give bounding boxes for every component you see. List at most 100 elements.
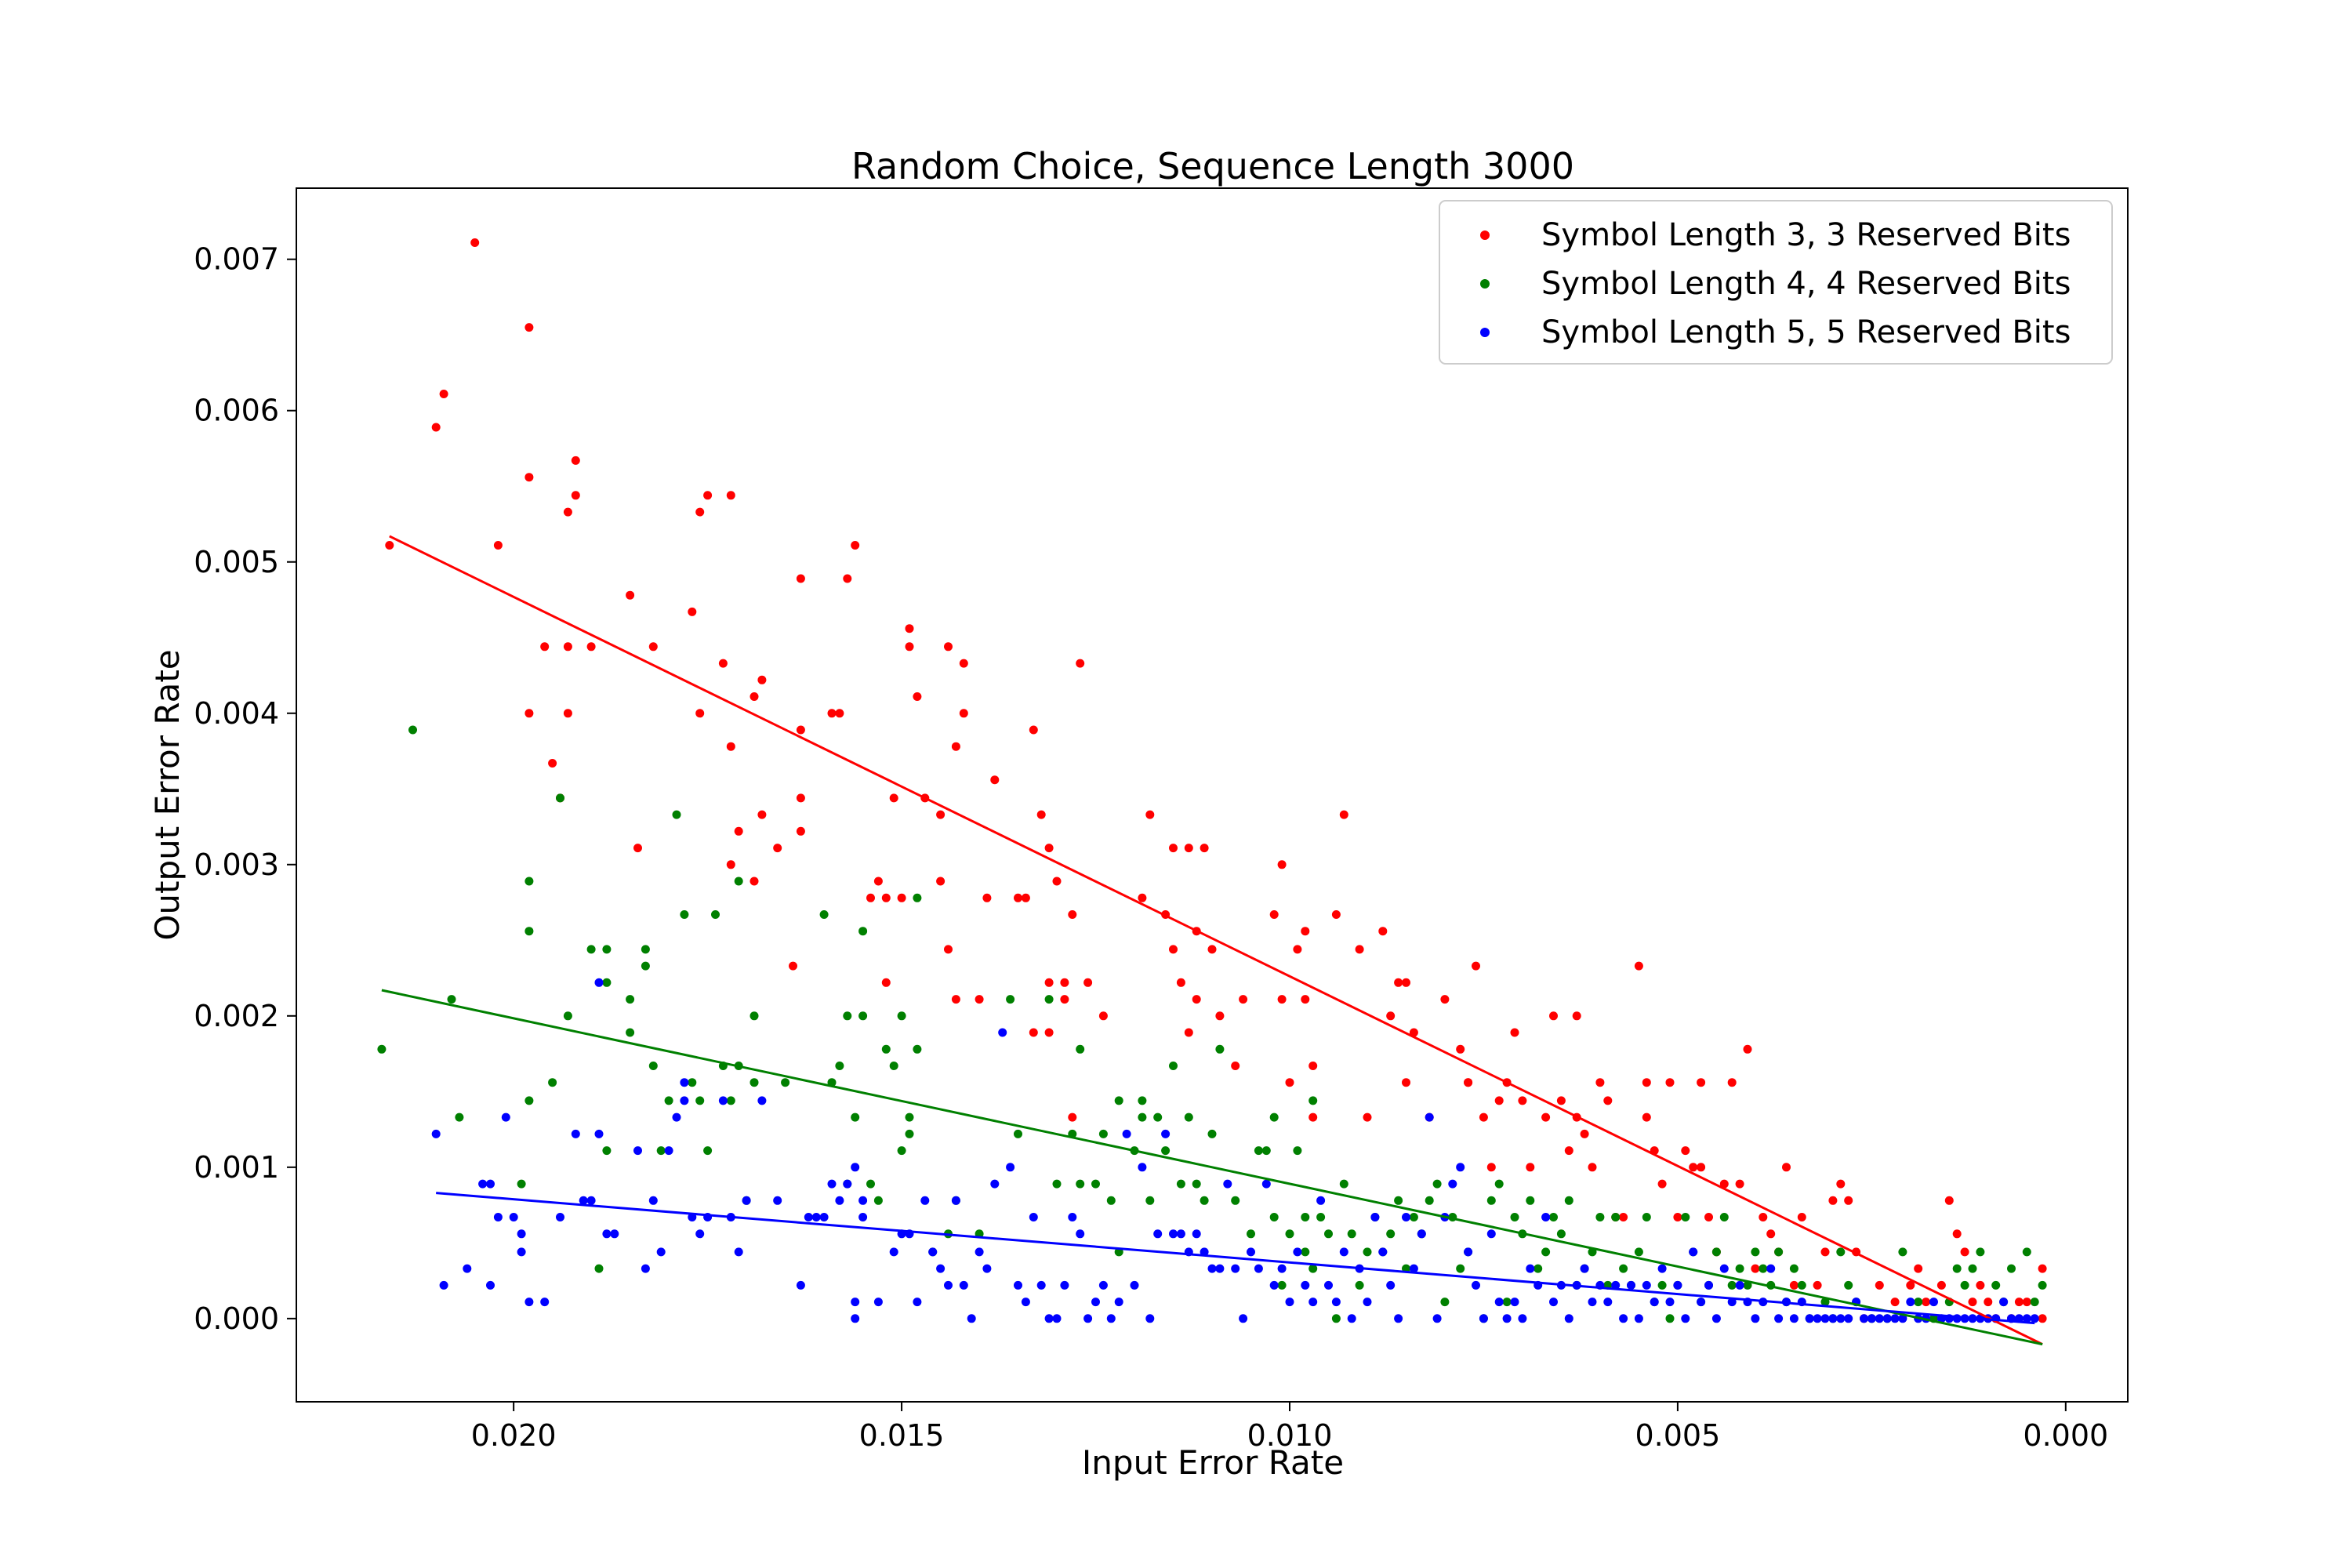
data-point: [789, 961, 797, 971]
data-point: [796, 725, 805, 735]
data-point: [1634, 1247, 1643, 1257]
data-point: [1060, 995, 1069, 1004]
data-point: [1036, 1280, 1046, 1290]
data-point: [1239, 995, 1248, 1004]
data-point: [1697, 1163, 1706, 1172]
data-point: [1875, 1314, 1884, 1323]
data-point: [1472, 961, 1480, 971]
data-point: [1440, 995, 1450, 1004]
data-point: [750, 1011, 759, 1021]
data-point: [1044, 978, 1054, 987]
data-point: [1976, 1247, 1985, 1257]
data-point: [819, 910, 829, 919]
data-point: [695, 507, 705, 517]
data-point: [1363, 1247, 1372, 1257]
data-point: [2022, 1298, 2031, 1307]
data-point: [1634, 1314, 1643, 1323]
data-point: [1751, 1264, 1760, 1273]
data-point: [1727, 1280, 1737, 1290]
data-point: [524, 473, 534, 482]
data-point: [1588, 1163, 1597, 1172]
data-point: [688, 607, 697, 616]
data-point: [1976, 1280, 1985, 1290]
data-point: [951, 995, 960, 1004]
data-point: [1735, 1280, 1744, 1290]
data-point: [1657, 1179, 1667, 1189]
data-point: [1549, 1213, 1558, 1221]
data-point: [1805, 1314, 1814, 1323]
data-point: [626, 590, 635, 600]
data-point: [889, 793, 898, 803]
data-point: [975, 995, 984, 1004]
y-tick-label: 0.000: [194, 1301, 279, 1336]
data-point: [695, 1096, 705, 1105]
data-point: [998, 1028, 1007, 1037]
data-point: [455, 1112, 464, 1122]
data-point: [1021, 1298, 1030, 1307]
data-point: [664, 1146, 673, 1156]
data-point: [1564, 1314, 1573, 1323]
data-point: [936, 877, 946, 886]
data-point: [540, 642, 550, 652]
data-point: [889, 1247, 898, 1257]
data-point: [1044, 1028, 1054, 1037]
data-point: [1324, 1280, 1333, 1290]
data-point: [524, 927, 534, 936]
data-point: [827, 1179, 837, 1189]
data-point: [556, 1213, 564, 1221]
data-point: [2007, 1264, 2016, 1273]
data-point: [1820, 1314, 1830, 1323]
data-point: [959, 709, 968, 718]
data-point: [517, 1179, 526, 1189]
data-point: [1029, 725, 1038, 735]
data-point: [1510, 1028, 1519, 1037]
data-point: [1673, 1280, 1682, 1290]
data-point: [1402, 1213, 1410, 1221]
data-point: [1611, 1213, 1621, 1221]
data-point: [1076, 1044, 1085, 1054]
data-point: [1339, 1247, 1348, 1257]
data-point: [1363, 1112, 1372, 1122]
data-point: [1782, 1163, 1791, 1172]
data-point: [982, 893, 992, 902]
data-point: [851, 1112, 860, 1122]
y-axis-label: Output Error Rate: [148, 649, 187, 940]
data-point: [2014, 1298, 2024, 1307]
data-point: [757, 675, 767, 684]
data-point: [1518, 1096, 1527, 1105]
data-point: [920, 1196, 930, 1205]
data-point: [982, 1264, 992, 1273]
data-point: [1844, 1196, 1853, 1205]
data-point: [1440, 1298, 1450, 1307]
data-point: [1627, 1280, 1635, 1290]
data-point: [1098, 1280, 1108, 1290]
data-point: [1370, 1213, 1380, 1221]
data-point: [648, 1196, 658, 1205]
data-point: [1479, 1112, 1488, 1122]
data-point: [656, 1247, 666, 1257]
data-point: [889, 1062, 898, 1070]
data-point: [1673, 1213, 1682, 1221]
data-point: [1029, 1028, 1038, 1037]
y-axis: 0.000 0.001 0.002 0.003 0.004 0.005 0.006 0.007: [194, 242, 296, 1336]
data-point: [517, 1229, 526, 1239]
data-point: [1502, 1298, 1512, 1307]
data-point: [1502, 1314, 1512, 1323]
data-point: [734, 826, 743, 836]
data-point: [1689, 1163, 1698, 1172]
data-point: [1735, 1179, 1744, 1189]
data-point: [1122, 1129, 1131, 1138]
data-point: [571, 456, 580, 465]
data-point: [1409, 1264, 1418, 1273]
data-point: [1665, 1298, 1675, 1307]
data-point: [1642, 1213, 1651, 1221]
data-point: [1277, 1280, 1287, 1290]
data-point: [1642, 1112, 1651, 1122]
data-point: [1254, 1264, 1263, 1273]
data-point: [1293, 945, 1302, 954]
data-point: [1347, 1314, 1356, 1323]
data-point: [1169, 1062, 1178, 1070]
data-point: [851, 541, 860, 550]
data-point: [718, 1096, 728, 1105]
data-point: [757, 1096, 767, 1105]
